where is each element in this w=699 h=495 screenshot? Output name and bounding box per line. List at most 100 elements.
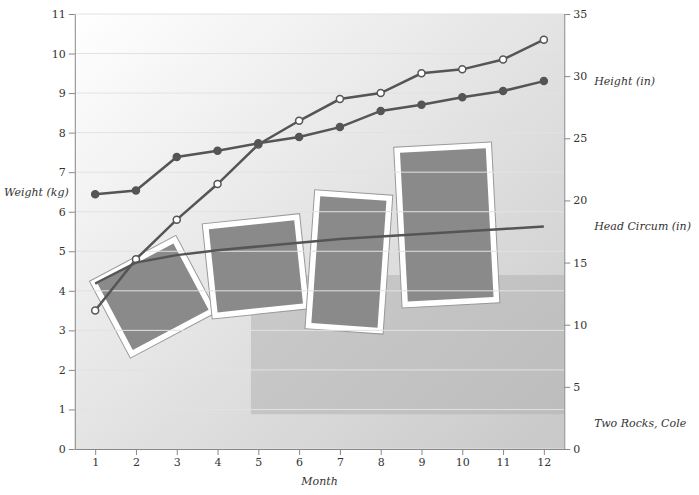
- tick: 7: [337, 449, 344, 469]
- series-labels: Weight (kg)Height (in)Head Circum (in)Tw…: [4, 75, 691, 430]
- tick-label: 5: [59, 245, 66, 258]
- tick-label: 1: [59, 403, 66, 416]
- tick-mark: [69, 212, 75, 213]
- tick-label: 3: [59, 324, 66, 337]
- tick-label: 20: [573, 194, 587, 207]
- tick-mark: [69, 291, 75, 292]
- tick: 7: [59, 166, 75, 179]
- series-line: [95, 227, 544, 284]
- tick: 2: [59, 364, 75, 377]
- tick-label: 7: [337, 456, 344, 469]
- grid-line: [75, 330, 564, 331]
- tick: 1: [59, 403, 75, 416]
- axis-line: [564, 15, 565, 450]
- marker: [459, 66, 466, 73]
- tick-mark: [69, 370, 75, 371]
- tick-mark: [136, 449, 137, 455]
- y2-axis: 0 5 10 15 20 25 30 35: [564, 8, 587, 456]
- marker: [214, 181, 221, 188]
- marker: [418, 70, 425, 77]
- series-line: [95, 40, 544, 311]
- tick: 9: [418, 449, 425, 469]
- photo: [209, 220, 303, 312]
- tick: 25: [564, 132, 587, 145]
- grid-line: [75, 449, 564, 450]
- tick-mark: [177, 449, 178, 455]
- tick-label: 0: [59, 443, 66, 456]
- series-line: [95, 81, 544, 194]
- marker: [500, 56, 507, 63]
- photos: [89, 142, 564, 414]
- tick-mark: [69, 93, 75, 94]
- tick: 0: [59, 443, 75, 456]
- tick: 9: [59, 87, 75, 100]
- tick-label: 2: [59, 364, 66, 377]
- grid-line: [75, 172, 564, 173]
- tick-mark: [69, 133, 75, 134]
- tick-label: 6: [59, 206, 66, 219]
- tick-mark: [340, 449, 341, 455]
- grid: [75, 14, 564, 449]
- tick: 12: [537, 449, 551, 469]
- tick: 10: [564, 319, 587, 332]
- marker: [173, 153, 180, 160]
- tick: 20: [564, 194, 587, 207]
- axis-line: [75, 15, 76, 450]
- tick-label: 5: [255, 456, 262, 469]
- tick: 6: [59, 206, 75, 219]
- tick-label: 25: [573, 132, 587, 145]
- marker: [336, 124, 343, 131]
- tick-mark: [69, 409, 75, 410]
- photo-frame: [202, 214, 309, 319]
- tick-label: 12: [537, 456, 551, 469]
- tick-label: 30: [573, 70, 587, 83]
- chart: 1234567891011120123456789101105101520253…: [0, 0, 699, 495]
- marker: [377, 107, 384, 114]
- tick-label: 10: [52, 48, 66, 61]
- tick-mark: [564, 76, 570, 77]
- tick-mark: [69, 172, 75, 173]
- tick-mark: [564, 325, 570, 326]
- series-label: Height (in): [593, 75, 655, 88]
- photo-frame: [394, 142, 500, 308]
- marker: [336, 96, 343, 103]
- tick: 11: [52, 8, 75, 21]
- tick: 1: [92, 449, 99, 469]
- photo: [400, 148, 494, 301]
- tick: 5: [59, 245, 75, 258]
- tick-label: 4: [59, 285, 66, 298]
- tick: 5: [564, 381, 580, 394]
- plot-background: [75, 14, 564, 449]
- tick-label: 11: [497, 456, 511, 469]
- tick-mark: [564, 263, 570, 264]
- tick-label: 15: [573, 257, 587, 270]
- tick-mark: [69, 251, 75, 252]
- annotation: Two Rocks, Cole: [594, 417, 686, 430]
- marker: [296, 134, 303, 141]
- tick-mark: [421, 449, 422, 455]
- y-axis: 0 1 2 3 4 5 6 7 8 9 10 11: [52, 8, 76, 456]
- tick-mark: [564, 449, 570, 450]
- tick-mark: [299, 449, 300, 455]
- tick: 3: [174, 449, 181, 469]
- marker: [173, 216, 180, 223]
- grid-line: [75, 53, 564, 54]
- tick-label: 0: [573, 443, 580, 456]
- tick-mark: [462, 449, 463, 455]
- grid-line: [75, 290, 564, 291]
- tick-mark: [95, 449, 96, 455]
- tick-mark: [503, 449, 504, 455]
- tick: 15: [564, 257, 587, 270]
- tick: 8: [378, 449, 385, 469]
- tick: 6: [296, 449, 303, 469]
- tick-mark: [564, 138, 570, 139]
- marker: [377, 90, 384, 97]
- marker: [255, 140, 262, 147]
- tick-label: 8: [59, 127, 66, 140]
- tick-label: 35: [573, 8, 587, 21]
- marker: [132, 187, 139, 194]
- tick: 4: [215, 449, 222, 469]
- tick-mark: [69, 54, 75, 55]
- series-label: Weight (kg): [4, 186, 69, 199]
- tick-label: 7: [59, 166, 66, 179]
